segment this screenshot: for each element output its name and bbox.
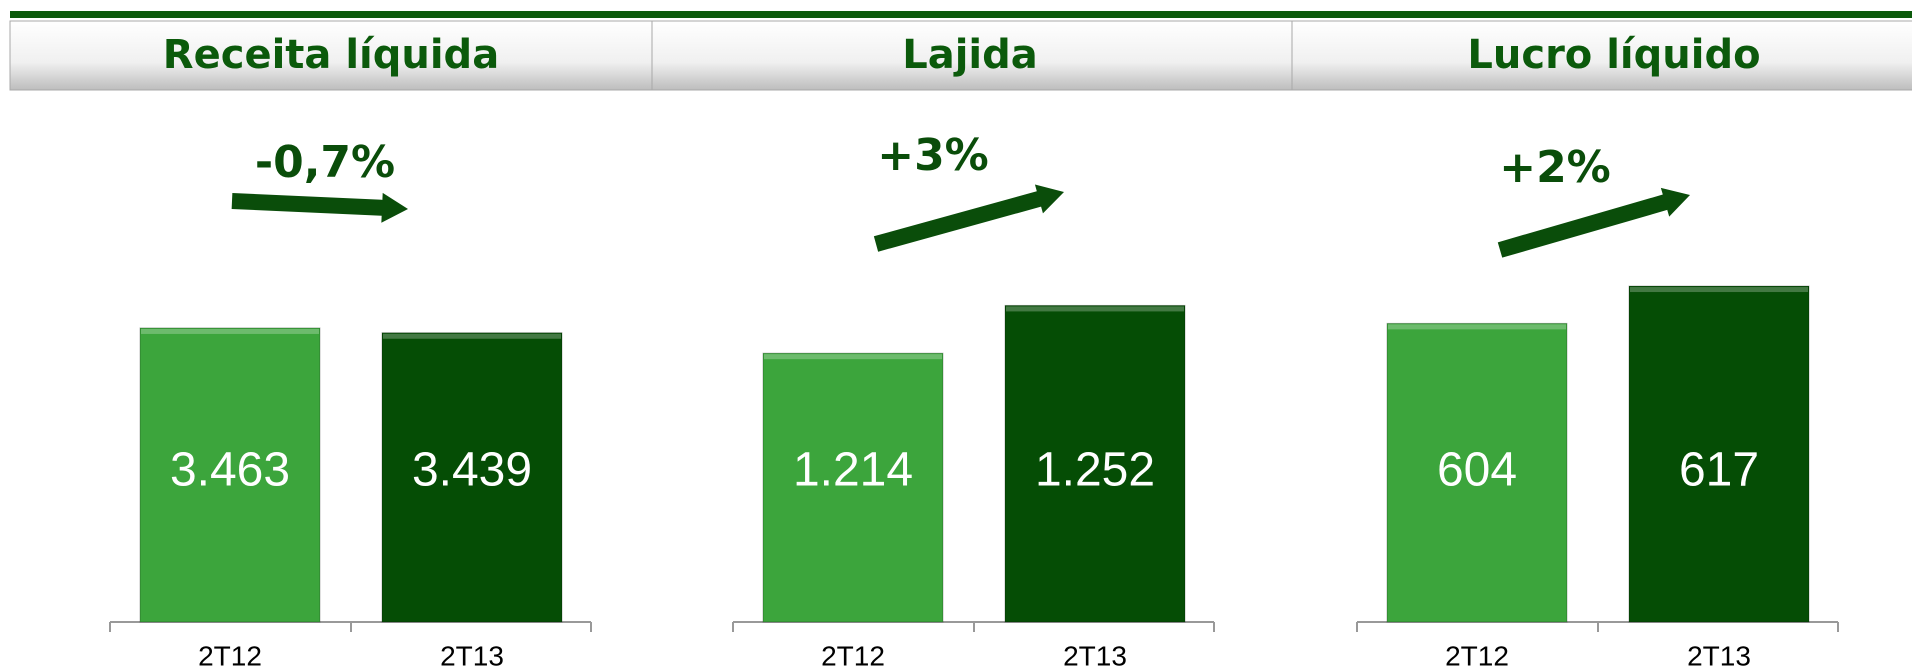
- value-label: 617: [1679, 444, 1759, 497]
- header-cell: [1291, 20, 1912, 91]
- bar: [762, 352, 944, 623]
- bar-bevel: [1006, 306, 1184, 312]
- trend-arrow: [231, 192, 408, 223]
- value-label: 3.439: [412, 444, 532, 497]
- bar: [1004, 304, 1186, 623]
- bar: [1386, 322, 1568, 623]
- bar: [381, 332, 563, 623]
- bar-bevel: [141, 328, 319, 334]
- bar: [139, 327, 321, 623]
- value-label: 1.214: [793, 444, 913, 497]
- trend-arrow: [1497, 187, 1690, 258]
- chart-title: Lucro líquido: [1467, 32, 1760, 78]
- bar-bevel: [1388, 324, 1566, 330]
- x-tick-label: 2T12: [821, 640, 885, 671]
- x-tick-label: 2T13: [1687, 640, 1751, 671]
- annotation: -0,7%: [255, 137, 395, 188]
- top-rule: [10, 11, 1912, 18]
- chart-title: Lajida: [902, 32, 1038, 78]
- annotation: +2%: [1499, 142, 1611, 193]
- header-cell: [651, 20, 1293, 91]
- value-label: 3.463: [170, 444, 290, 497]
- x-tick-label: 2T13: [1063, 640, 1127, 671]
- x-tick-label: 2T12: [198, 640, 262, 671]
- value-label: 604: [1437, 444, 1517, 497]
- bar-bevel: [1630, 287, 1808, 293]
- value-label: 1.252: [1035, 444, 1155, 497]
- bar-bevel: [383, 333, 561, 339]
- bar: [1628, 285, 1810, 623]
- bar-bevel: [764, 354, 942, 360]
- annotation: +3%: [877, 130, 989, 181]
- header-cell: [9, 20, 653, 91]
- x-tick-label: 2T12: [1445, 640, 1509, 671]
- x-tick-label: 2T13: [440, 640, 504, 671]
- trend-arrow: [873, 184, 1064, 252]
- chart-title: Receita líquida: [163, 32, 499, 78]
